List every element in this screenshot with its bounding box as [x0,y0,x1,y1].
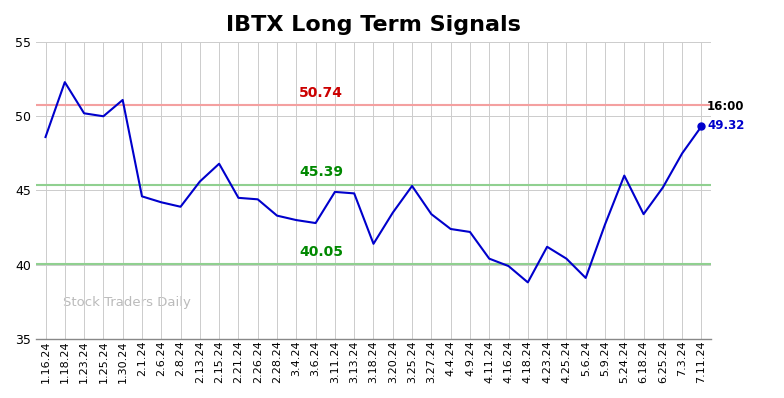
Text: 49.32: 49.32 [707,119,744,132]
Text: 45.39: 45.39 [299,166,343,179]
Text: 50.74: 50.74 [299,86,343,100]
Title: IBTX Long Term Signals: IBTX Long Term Signals [226,15,521,35]
Text: 16:00: 16:00 [707,100,745,113]
Text: Stock Traders Daily: Stock Traders Daily [63,296,191,309]
Text: 40.05: 40.05 [299,245,343,259]
